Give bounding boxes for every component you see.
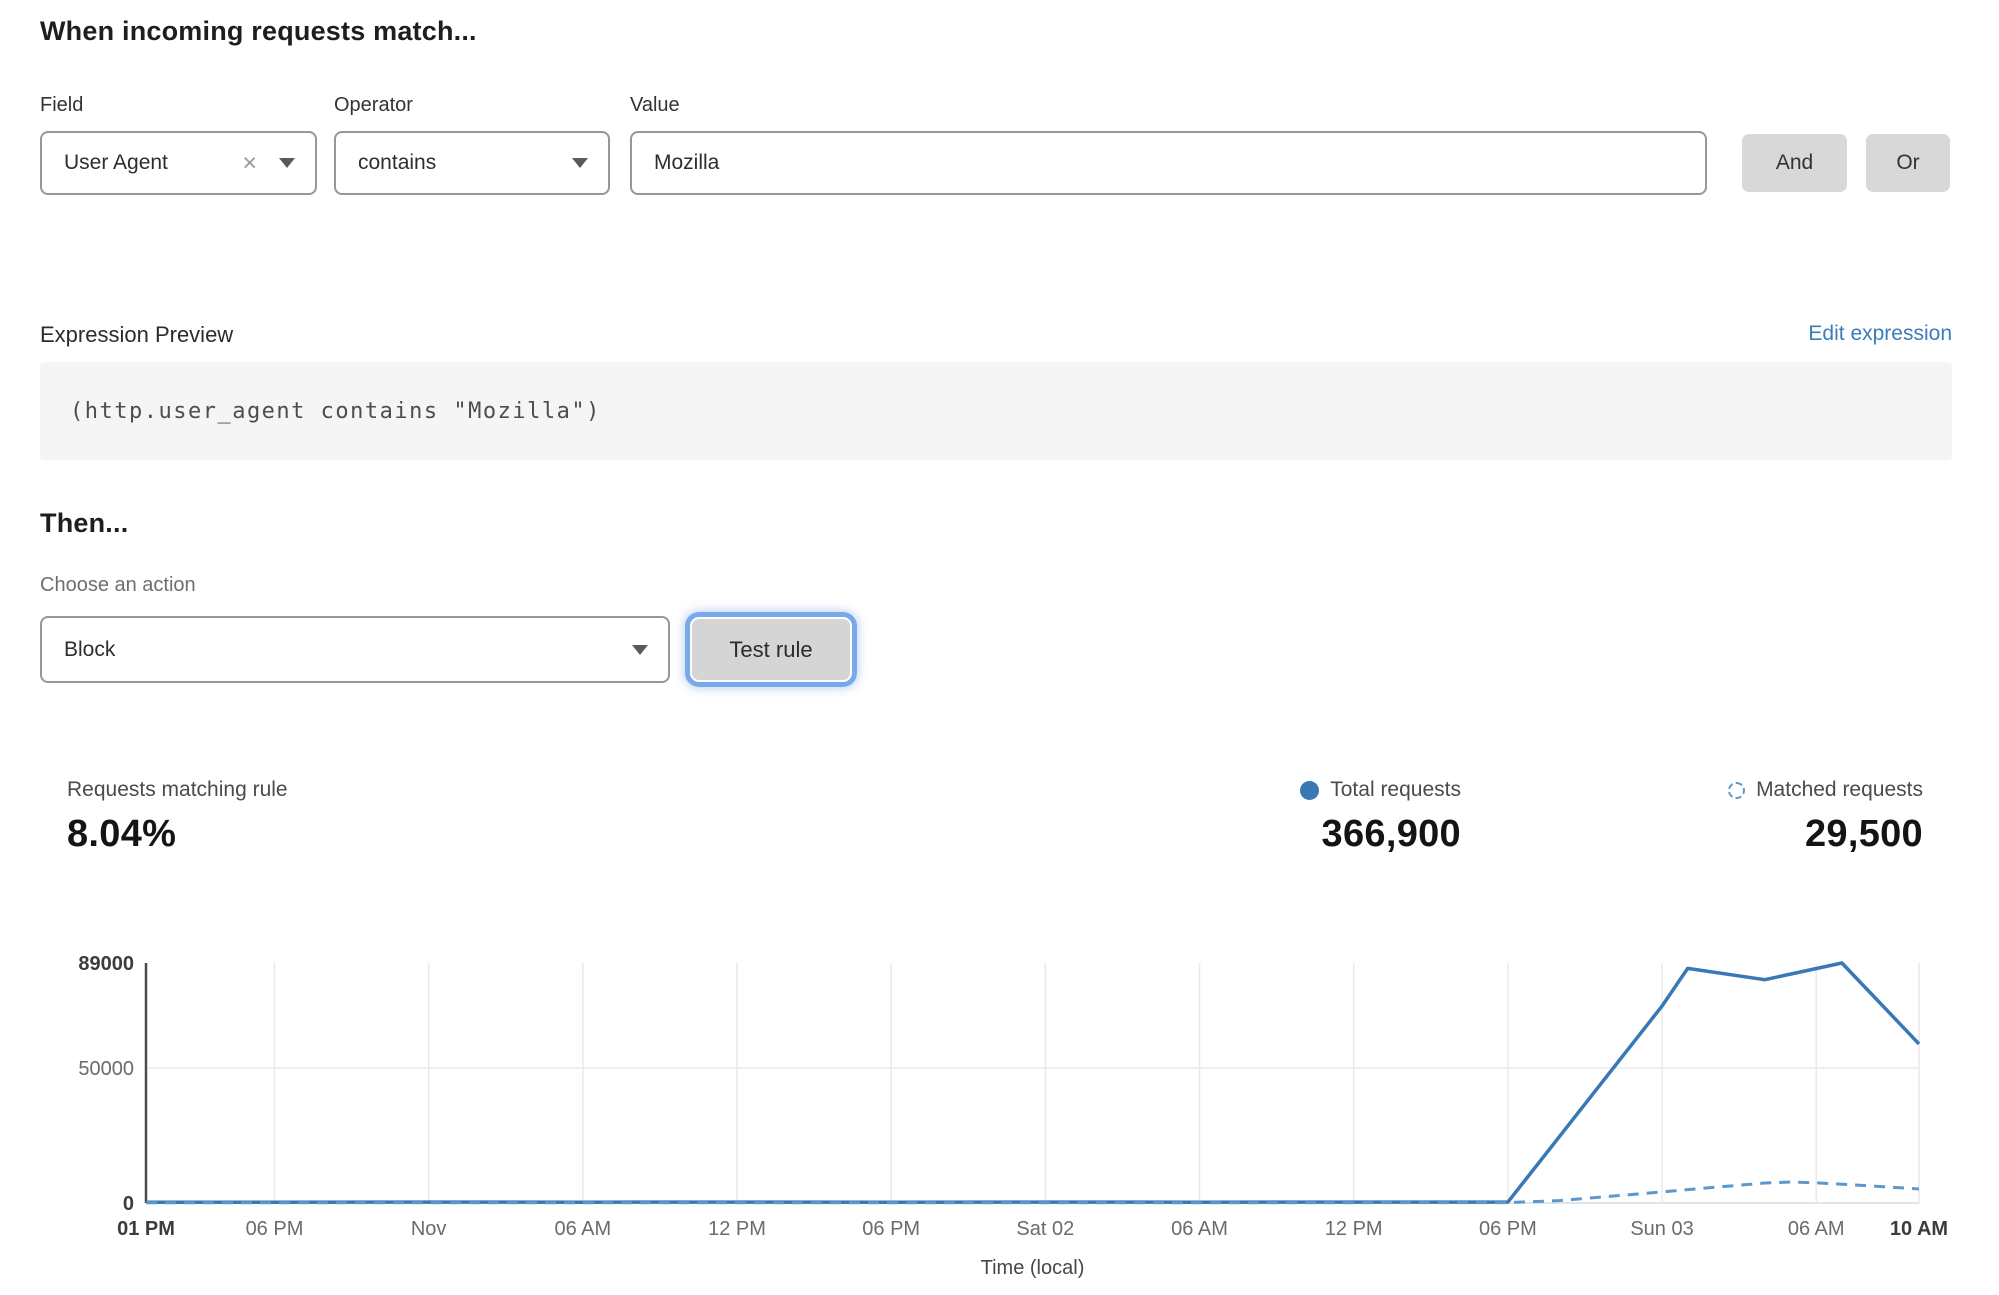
x-tick-label: 12 PM <box>1325 1218 1383 1240</box>
x-tick-label: 10 AM <box>1890 1218 1948 1240</box>
field-select[interactable]: User Agent × <box>40 131 317 195</box>
test-rule-button[interactable]: Test rule <box>690 617 852 682</box>
x-tick-label: 06 AM <box>1788 1218 1845 1240</box>
expression-preview-label: Expression Preview <box>40 322 234 347</box>
matched-requests-stat: Matched requests 29,500 <box>1728 778 1923 856</box>
chevron-down-icon <box>279 158 295 168</box>
matched-requests-value: 29,500 <box>1804 813 1923 855</box>
matched-requests-label: Matched requests <box>1756 778 1923 801</box>
clear-field-icon[interactable]: × <box>242 148 257 177</box>
x-tick-label: 01 PM <box>117 1218 175 1240</box>
matched-requests-legend-icon <box>1728 781 1746 799</box>
choose-action-label: Choose an action <box>40 574 196 596</box>
value-label: Value <box>630 94 680 116</box>
y-tick-label: 50000 <box>78 1058 134 1080</box>
expression-code: (http.user_agent contains "Mozilla") <box>70 398 601 424</box>
x-tick-label: 06 AM <box>554 1218 611 1240</box>
value-input[interactable] <box>630 131 1707 195</box>
y-tick-label: 0 <box>123 1193 134 1215</box>
chevron-down-icon <box>572 158 588 168</box>
field-select-value: User Agent <box>64 151 168 174</box>
x-tick-label: 12 PM <box>708 1218 766 1240</box>
or-button[interactable]: Or <box>1866 134 1950 192</box>
field-label: Field <box>40 94 84 116</box>
operator-label: Operator <box>334 94 413 116</box>
total-requests-legend: Total requests <box>1300 778 1461 802</box>
expression-preview-box: (http.user_agent contains "Mozilla") <box>40 362 1952 460</box>
series-line-matched-requests <box>146 1180 1920 1205</box>
total-requests-stat: Total requests 366,900 <box>1300 778 1461 856</box>
action-select[interactable]: Block <box>40 616 670 683</box>
chevron-down-icon <box>632 644 648 655</box>
edit-expression-link[interactable]: Edit expression <box>1808 322 1952 345</box>
page-title: When incoming requests match... <box>40 16 477 46</box>
series-line-total-requests <box>146 961 1921 1204</box>
x-tick-label: Sat 02 <box>1016 1218 1074 1240</box>
requests-chart: 0 50000 89000 01 PM 06 PM Nov 06 AM 12 PM 06 PM S… <box>78 953 1948 1279</box>
x-tick-label: 06 AM <box>1171 1218 1228 1240</box>
action-select-value: Block <box>64 637 116 661</box>
operator-select[interactable]: contains <box>334 131 610 195</box>
total-requests-label: Total requests <box>1330 778 1461 801</box>
matched-requests-legend: Matched requests <box>1728 778 1923 802</box>
x-axis-title: Time (local) <box>981 1257 1085 1279</box>
x-tick-label: Nov <box>411 1218 447 1240</box>
x-tick-label: Sun 03 <box>1630 1218 1693 1240</box>
requests-matching-label: Requests matching rule <box>67 778 288 801</box>
x-tick-label: 06 PM <box>1479 1218 1537 1240</box>
x-tick-label: 06 PM <box>246 1218 304 1240</box>
x-tick-label: 06 PM <box>862 1218 920 1240</box>
then-heading: Then... <box>40 508 129 538</box>
requests-matching-stat: Requests matching rule 8.04% <box>67 778 288 856</box>
operator-select-value: contains <box>358 151 437 174</box>
requests-matching-value: 8.04% <box>67 813 177 855</box>
total-requests-value: 366,900 <box>1321 813 1461 855</box>
y-tick-label: 89000 <box>78 953 134 975</box>
and-button[interactable]: And <box>1742 134 1847 192</box>
total-requests-legend-icon <box>1300 780 1320 800</box>
